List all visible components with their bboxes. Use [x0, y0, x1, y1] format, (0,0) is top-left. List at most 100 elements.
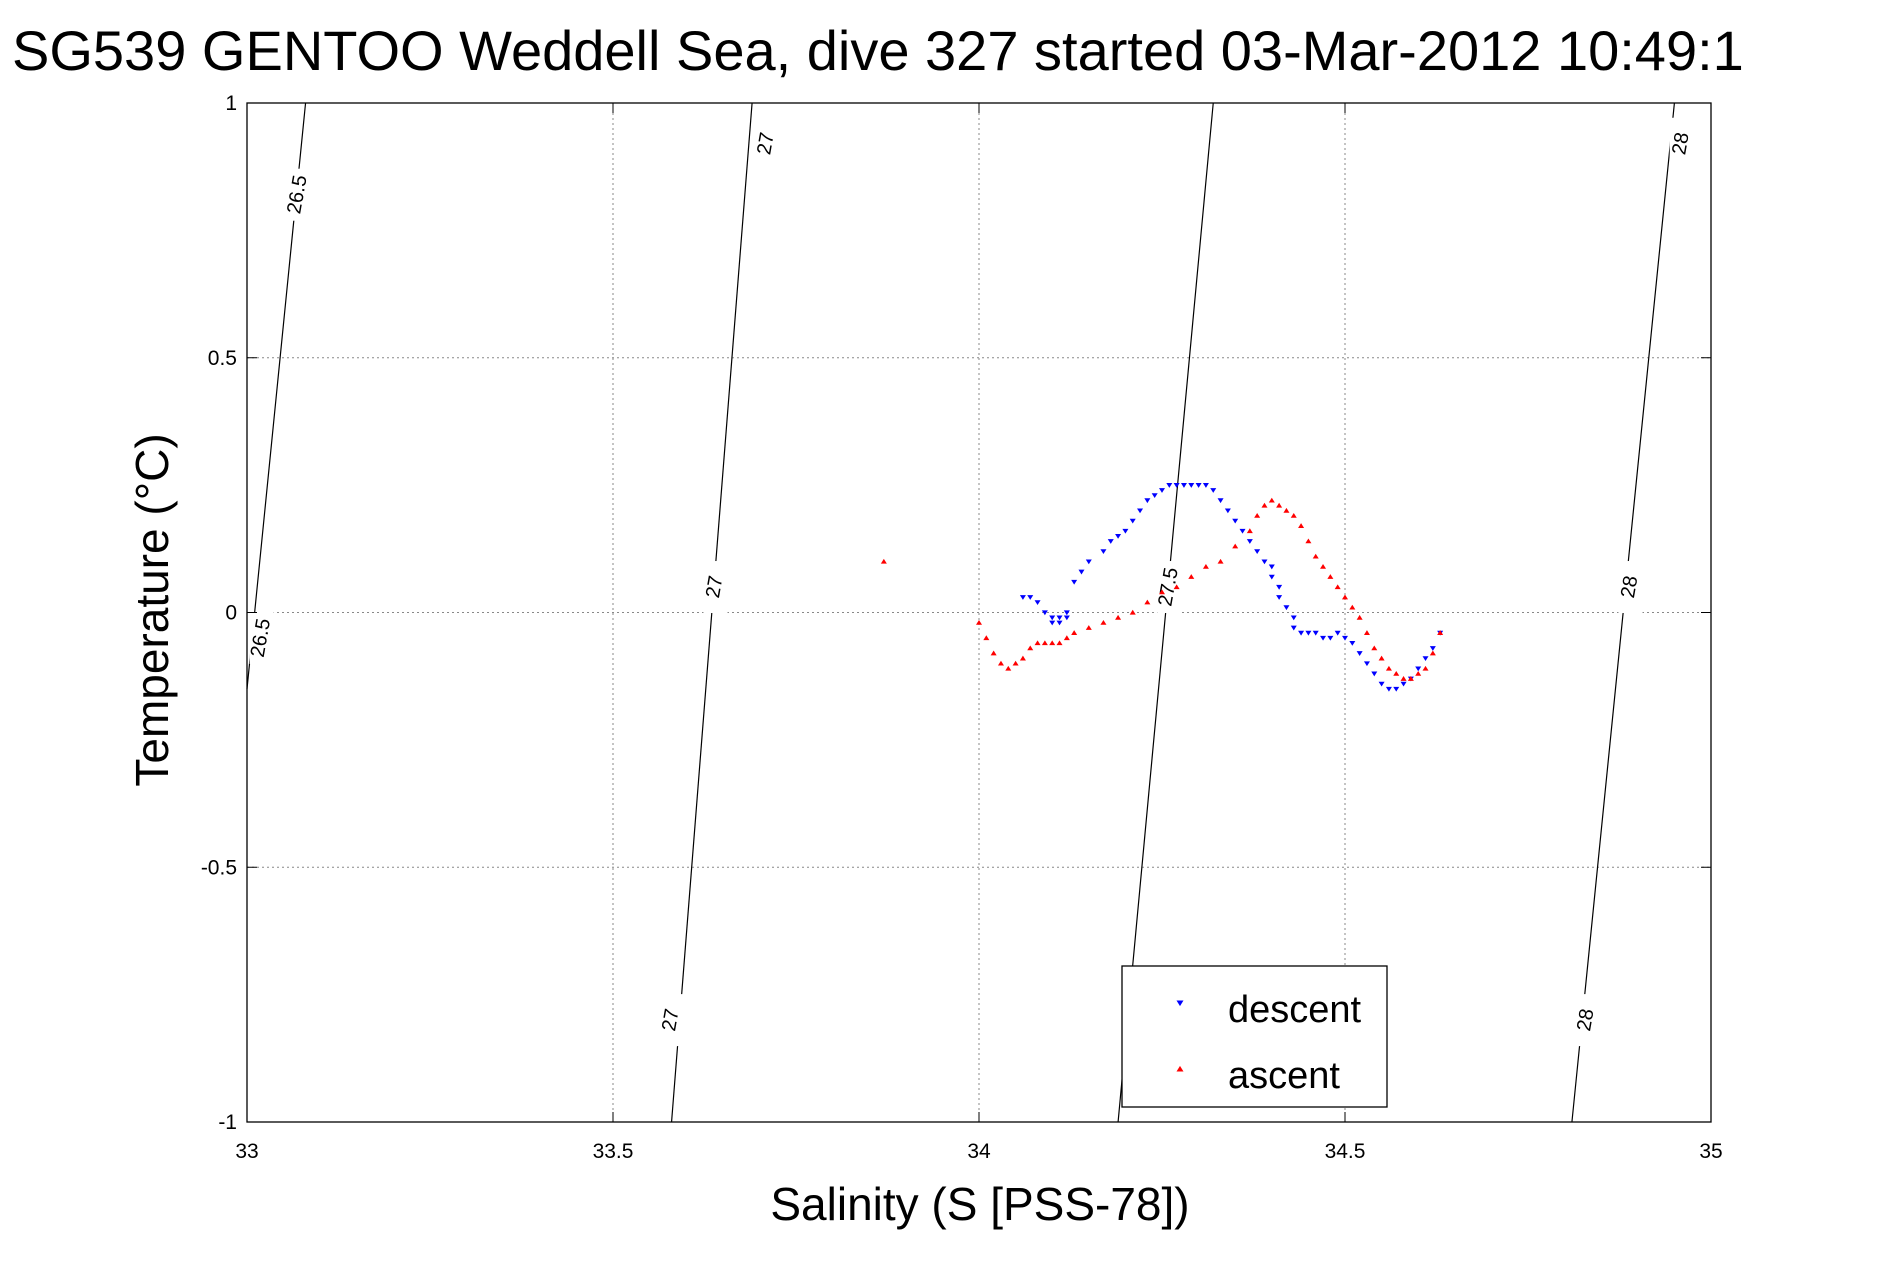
y-tick-label: 1 — [225, 92, 237, 115]
ascent-point — [1400, 676, 1407, 681]
descent-point — [1151, 493, 1158, 499]
descent-point — [1254, 549, 1261, 555]
descent-point — [1202, 483, 1209, 488]
ascent-point — [1407, 676, 1414, 681]
descent-point — [1298, 630, 1305, 636]
ascent-point — [1049, 640, 1056, 646]
descent-point — [1363, 661, 1370, 667]
descent-point — [1027, 595, 1034, 600]
descent-point — [1107, 539, 1114, 544]
ascent-point — [1012, 660, 1019, 666]
ascent-point — [976, 619, 982, 625]
descent-point — [1429, 646, 1436, 651]
ascent-point — [1283, 507, 1290, 513]
descent-point — [1019, 595, 1026, 600]
descent-point — [1246, 539, 1253, 544]
contour-label-bg — [659, 994, 684, 1047]
descent-point — [1268, 574, 1275, 580]
descent-point — [1166, 483, 1173, 488]
y-tick-label: 0 — [225, 602, 237, 625]
x-tick-label: 34 — [967, 1140, 991, 1163]
contour-label: 27 — [702, 574, 728, 600]
ascent-point — [990, 650, 997, 656]
descent-point — [1422, 656, 1429, 662]
chart-title: SG539 GENTOO Weddell Sea, dive 327 start… — [12, 19, 1744, 82]
contour-label: 28 — [1668, 131, 1694, 157]
descent-point — [1349, 640, 1356, 646]
descent-point — [1129, 518, 1136, 524]
ascent-point — [997, 660, 1004, 666]
descent-point — [1122, 528, 1129, 534]
descent-point — [1049, 620, 1056, 626]
y-axis-label: Temperature (°C) — [126, 433, 178, 786]
ascent-point — [1063, 635, 1070, 641]
descent-point — [1034, 600, 1041, 606]
descent-point — [1078, 569, 1085, 575]
ascent-point — [1188, 574, 1195, 579]
descent-point — [1056, 620, 1063, 626]
ascent-point — [1320, 563, 1327, 569]
descent-point — [1232, 518, 1239, 524]
descent-point — [1210, 488, 1217, 493]
ascent-point — [1115, 614, 1122, 620]
grid-lines — [247, 103, 1711, 1122]
descent-point — [1356, 651, 1363, 656]
ascent-point — [1034, 640, 1041, 646]
descent-point — [1268, 564, 1275, 570]
ascent-point — [1005, 665, 1012, 671]
descent-point — [1144, 498, 1151, 504]
x-axis-label: Salinity (S [PSS-78]) — [770, 1178, 1189, 1230]
ascent-point — [1429, 650, 1436, 656]
descent-point — [1085, 559, 1092, 565]
legend-marker-ascent — [1176, 1065, 1184, 1072]
ascent-point — [1305, 538, 1312, 544]
legend: descent ascent — [1121, 965, 1388, 1108]
descent-point — [1312, 630, 1319, 636]
ascent-point — [1363, 630, 1370, 635]
descent-point — [1180, 483, 1187, 488]
contour-label-bg — [249, 611, 274, 664]
x-tick-label: 33.5 — [593, 1140, 634, 1163]
descent-point — [1415, 666, 1422, 672]
descent-point — [1063, 610, 1070, 616]
ascent-point — [1173, 584, 1180, 590]
ascent-point — [1232, 543, 1239, 549]
descent-point — [1342, 635, 1348, 641]
descent-point — [1239, 528, 1246, 534]
descent-point — [1400, 681, 1407, 687]
descent-point — [1217, 498, 1224, 504]
contour-label-bg — [1618, 561, 1643, 614]
ascent-point — [1393, 670, 1400, 676]
contour-label-bg — [754, 117, 779, 170]
descent-point — [1224, 508, 1231, 514]
ascent-point — [1276, 502, 1283, 508]
contour-label-bg — [286, 168, 311, 221]
descent-point — [1276, 595, 1283, 600]
descent-point — [1320, 635, 1327, 641]
contour-label-bg — [1669, 117, 1694, 170]
descent-point — [1305, 630, 1312, 636]
ascent-point — [1071, 630, 1078, 635]
descent-point — [1115, 533, 1122, 539]
descent-point — [1100, 549, 1107, 555]
ascent-point — [983, 635, 990, 641]
ascent-point — [1268, 497, 1275, 503]
contour-label-bg — [1574, 994, 1599, 1047]
y-tick-label: 0.5 — [208, 347, 237, 370]
ascent-point — [1349, 604, 1356, 610]
descent-point — [1327, 635, 1334, 641]
ascent-point — [1159, 589, 1165, 595]
ascent-point — [1246, 528, 1253, 534]
descent-point — [1283, 605, 1290, 611]
y-tick-label: -1 — [218, 1111, 237, 1134]
legend-marker-descent — [1176, 1000, 1184, 1007]
descent-point — [1378, 681, 1385, 687]
ascent-point — [1334, 584, 1341, 590]
ascent-point — [1056, 640, 1063, 646]
ascent-point — [1027, 645, 1034, 651]
ascent-point — [1415, 670, 1422, 676]
ascent-point — [1202, 563, 1209, 569]
ascent-point — [1217, 558, 1224, 564]
ascent-point — [1437, 630, 1444, 635]
